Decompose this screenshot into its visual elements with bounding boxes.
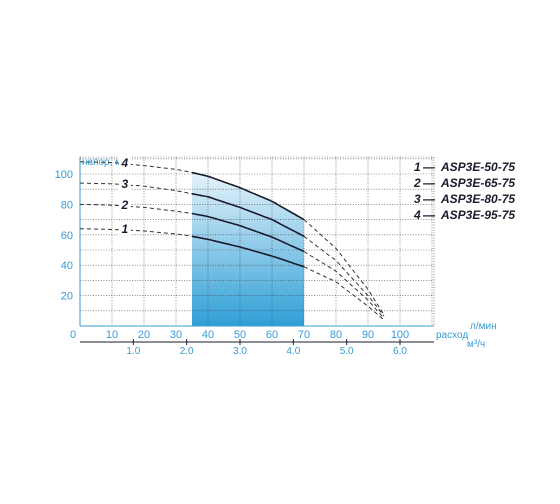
legend-separator: — — [422, 160, 436, 174]
series-2-dashed-right — [303, 251, 385, 319]
curve-label-bg — [118, 176, 131, 190]
x2-tick-label: 1.0 — [126, 346, 140, 357]
x2-tick-label: 5.0 — [340, 346, 354, 357]
series-4-solid — [191, 171, 305, 221]
x-tick-label: 100 — [391, 329, 409, 341]
x-tick-label: 40 — [202, 329, 214, 341]
legend-separator: — — [422, 192, 436, 206]
legend-model: ASP3E-65-75 — [440, 176, 515, 190]
legend-model: ASP3E-50-75 — [440, 160, 515, 174]
y-tick-label: 100 — [55, 169, 73, 181]
curve-label-1: 1 — [121, 222, 128, 236]
legend-number: 4 — [413, 208, 421, 222]
x-unit-top: л/мин — [470, 321, 497, 332]
series-3-dashed-right — [303, 235, 385, 317]
x2-tick-label: 6.0 — [393, 346, 407, 357]
x-tick-label: 20 — [138, 329, 150, 341]
series-3-solid — [191, 193, 305, 238]
legend-model: ASP3E-95-75 — [440, 208, 515, 222]
x-tick-label: 10 — [106, 329, 118, 341]
x-unit-bottom: м³/ч — [467, 339, 485, 350]
y-tick-label: 40 — [61, 260, 73, 272]
x-tick-label: 60 — [266, 329, 278, 341]
legend-model: ASP3E-80-75 — [440, 192, 515, 206]
legend-number: 3 — [414, 192, 421, 206]
x-tick-label: 70 — [298, 329, 310, 341]
legend-separator: — — [422, 176, 436, 190]
series-1-solid — [191, 235, 305, 268]
series-2-dashed-left — [79, 203, 193, 214]
y-tick-label: 20 — [61, 291, 73, 303]
curve-label-3: 3 — [121, 177, 128, 191]
curve-label-bg — [118, 155, 131, 169]
series-4-dashed-left — [79, 161, 193, 173]
curve-label-2: 2 — [120, 198, 128, 212]
x2-tick-label: 2.0 — [180, 346, 194, 357]
x-axis-label: расход — [436, 330, 468, 341]
y-tick-label: 80 — [61, 199, 73, 211]
series-1-dashed-right — [303, 266, 385, 321]
series-3-dashed-left — [79, 182, 193, 195]
series-2-solid — [191, 212, 305, 253]
curve-label-bg — [118, 198, 131, 212]
legend-separator: — — [422, 208, 436, 222]
x-tick-label: 90 — [362, 329, 374, 341]
x2-tick-label: 4.0 — [286, 346, 300, 357]
curve-label-bg — [118, 222, 131, 236]
legend-number: 2 — [413, 176, 421, 190]
legend-number: 1 — [414, 160, 421, 174]
x2-tick-label: 3.0 — [233, 346, 247, 357]
series-4-dashed-right — [303, 219, 385, 316]
curve-label-4: 4 — [120, 156, 128, 170]
x-tick-label: 0 — [70, 329, 76, 341]
x-tick-label: 30 — [170, 329, 182, 341]
y-tick-label: 60 — [61, 230, 73, 242]
x-tick-label: 50 — [234, 329, 246, 341]
x-tick-label: 80 — [330, 329, 342, 341]
series-1-dashed-left — [79, 228, 193, 237]
